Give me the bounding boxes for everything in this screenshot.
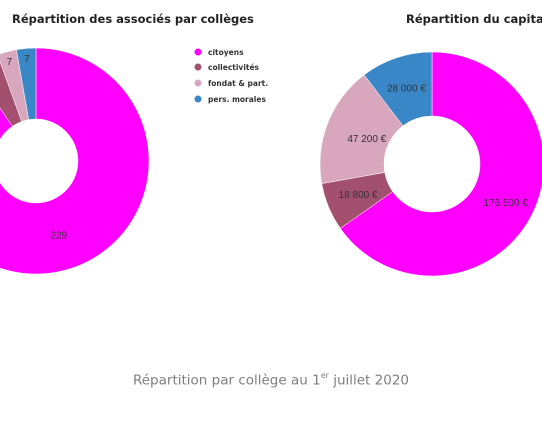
donut-chart-associes: 229 7 7: [0, 47, 150, 275]
slice-pers-morales: [363, 51, 433, 127]
chart-title-capital: Répartition du capital par: [406, 12, 542, 26]
slice-citoyens: [0, 47, 150, 275]
legend: citoyens collectivités fondat & part. pe…: [194, 48, 268, 104]
slice-pers-morales: [16, 47, 37, 120]
legend-label-collectivites: collectivités: [208, 63, 260, 72]
slice-label-collectivites: 18 800 €: [339, 190, 378, 201]
legend-item-collectivites: collectivités: [194, 63, 260, 72]
legend-label-pers-morales: pers. morales: [208, 95, 266, 104]
slice-label-fondat: 47 200 €: [347, 134, 386, 145]
legend-swatch-fondat: [194, 79, 202, 87]
legend-swatch-collectivites: [194, 63, 202, 71]
legend-item-fondat: fondat & part.: [194, 79, 268, 88]
legend-label-fondat: fondat & part.: [208, 79, 268, 88]
slice-label-pers-morales: 7: [24, 54, 30, 65]
chart-title-associes: Répartition des associés par collèges: [12, 12, 254, 26]
slice-label-citoyens: 229: [50, 231, 67, 242]
legend-label-citoyens: citoyens: [208, 48, 244, 57]
slice-citoyens: [340, 51, 542, 277]
caption-text: Répartition par collège au 1: [132, 372, 321, 389]
legend-item-pers-morales: pers. morales: [194, 95, 266, 104]
figure-caption: Répartition par collège au 1er juillet 2…: [0, 371, 542, 389]
slice-label-fondat: 7: [7, 57, 13, 68]
legend-swatch-citoyens: [194, 48, 202, 56]
slice-label-pers-morales: 28 000 €: [387, 84, 426, 95]
donut-chart-capital: 176 500 € 18 800 € 47 200 € 28 000 €: [319, 51, 542, 277]
caption-superscript: er: [320, 371, 329, 380]
legend-item-citoyens: citoyens: [194, 48, 244, 57]
caption-date: juillet 2020: [328, 372, 410, 389]
slice-label-citoyens: 176 500 €: [483, 198, 528, 209]
legend-swatch-pers-morales: [194, 95, 202, 103]
